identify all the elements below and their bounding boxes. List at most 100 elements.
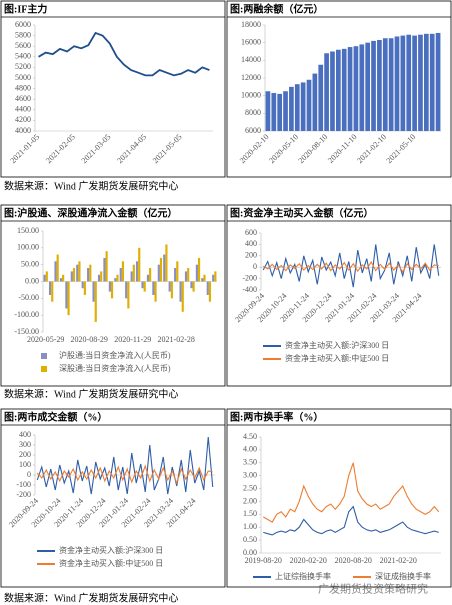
y-tick-label: 8000 [245, 108, 261, 117]
x-tick-label: 2020-08-20 [335, 556, 372, 565]
bar [125, 281, 128, 299]
y-tick-label: 16000 [241, 37, 261, 46]
bar [100, 271, 103, 282]
x-tick-label: 2021-05-05 [151, 132, 184, 165]
x-tick-label: 2021-05-10 [385, 132, 418, 165]
bar [105, 251, 108, 282]
legend-swatch [41, 366, 47, 372]
bar [132, 264, 135, 282]
bar [114, 278, 117, 282]
bar [138, 247, 141, 282]
bar [92, 281, 95, 302]
panel-frame [226, 204, 452, 387]
y-tick-label: 3.50 [243, 458, 257, 467]
y-tick-label: -400 [242, 285, 257, 294]
y-tick-label: 3.00 [243, 470, 257, 479]
x-tick-label: 2020-05-10 [267, 132, 300, 165]
bar [141, 281, 144, 289]
panel-frame [226, 0, 452, 178]
bar [159, 257, 163, 282]
bar [388, 38, 394, 131]
x-tick-label: 2021-02-05 [44, 132, 77, 165]
bar [143, 281, 146, 292]
bar [146, 274, 150, 282]
y-tick-label: -100 [16, 480, 31, 489]
bar [423, 33, 429, 132]
y-tick-label: 5400 [15, 52, 31, 61]
y-tick-label: 4400 [15, 105, 31, 114]
bar [119, 268, 122, 282]
bar [45, 271, 48, 282]
bar [187, 268, 190, 282]
y-tick-label: -150.00 [14, 327, 39, 336]
source-note: 数据来源：Wind 广发期货发展研究中心 [4, 179, 178, 192]
y-tick-label: 50.00 [21, 259, 39, 268]
bar [394, 36, 400, 131]
bar [157, 264, 160, 282]
x-tick-label: 2021-02-28 [158, 335, 195, 344]
line [38, 31, 210, 77]
bar [341, 48, 347, 131]
bar [271, 93, 277, 131]
bar [43, 274, 46, 282]
chart-title: 图:资金净主动买入金额（亿元） [230, 206, 373, 219]
y-tick-label: 0 [253, 262, 257, 271]
bar [312, 73, 318, 131]
bar [54, 261, 57, 282]
bar [365, 42, 371, 131]
bar [97, 274, 101, 282]
x-tick-label: 2019-08-20 [245, 556, 282, 565]
bar [359, 44, 365, 131]
bar [412, 35, 417, 131]
bar [382, 38, 388, 131]
x-tick-label: 2021-03-05 [80, 132, 113, 165]
y-tick-label: -100.00 [14, 310, 39, 319]
bar [108, 281, 111, 292]
bar [94, 281, 97, 322]
x-tick-label: 2021-01-05 [9, 132, 42, 165]
y-tick-label: 5800 [15, 30, 31, 39]
x-tick-label: 2020-05-29 [27, 335, 64, 344]
y-tick-label: 4.00 [243, 445, 257, 454]
y-tick-label: 4000 [15, 126, 31, 135]
legend-label: 深股通:当日资金净流入(人民币) [59, 363, 171, 373]
line [36, 436, 214, 495]
legend-label: 资金净主动买入额:沪深300 日 [285, 340, 389, 350]
bar [289, 86, 294, 131]
bar [168, 281, 171, 292]
bar [152, 281, 155, 295]
bar [347, 47, 353, 132]
bar [406, 34, 412, 131]
source-note: 数据来源：Wind 广发期货发展研究中心 [4, 387, 178, 400]
bar [294, 84, 300, 131]
y-tick-label: 6000 [15, 20, 31, 29]
y-tick-label: -200 [16, 490, 31, 499]
bar [192, 281, 195, 292]
bar [206, 281, 209, 295]
bar [56, 254, 59, 282]
y-tick-label: 0.50 [243, 535, 257, 544]
x-tick-label: 2021-04-05 [115, 132, 148, 165]
bar [65, 281, 68, 309]
x-tick-label: 2020-11-29 [114, 335, 151, 344]
x-tick-label: 2020-08-10 [297, 132, 330, 165]
y-tick-label: 200 [19, 450, 31, 459]
bar [371, 40, 376, 131]
y-tick-label: 100 [19, 460, 31, 469]
y-tick-label: 1.00 [243, 522, 257, 531]
bar [335, 49, 341, 131]
y-tick-label: 5200 [15, 62, 31, 71]
bar [127, 281, 130, 309]
source-note: 数据来源：Wind 广发期货发展研究中心 [4, 591, 178, 604]
bar [103, 257, 106, 282]
bar [435, 32, 441, 132]
bar [116, 274, 119, 282]
legend-label: 上证综指换手率 [275, 571, 331, 581]
y-tick-label: 4600 [15, 94, 31, 103]
y-tick-label: 100.00 [17, 243, 39, 252]
legend-label: 资金净主动买入额:沪深300 日 [59, 545, 163, 555]
line [262, 244, 440, 288]
legend-label: 资金净主动买入额:中证500 日 [59, 558, 163, 568]
bar [70, 271, 73, 282]
bar [377, 40, 382, 132]
